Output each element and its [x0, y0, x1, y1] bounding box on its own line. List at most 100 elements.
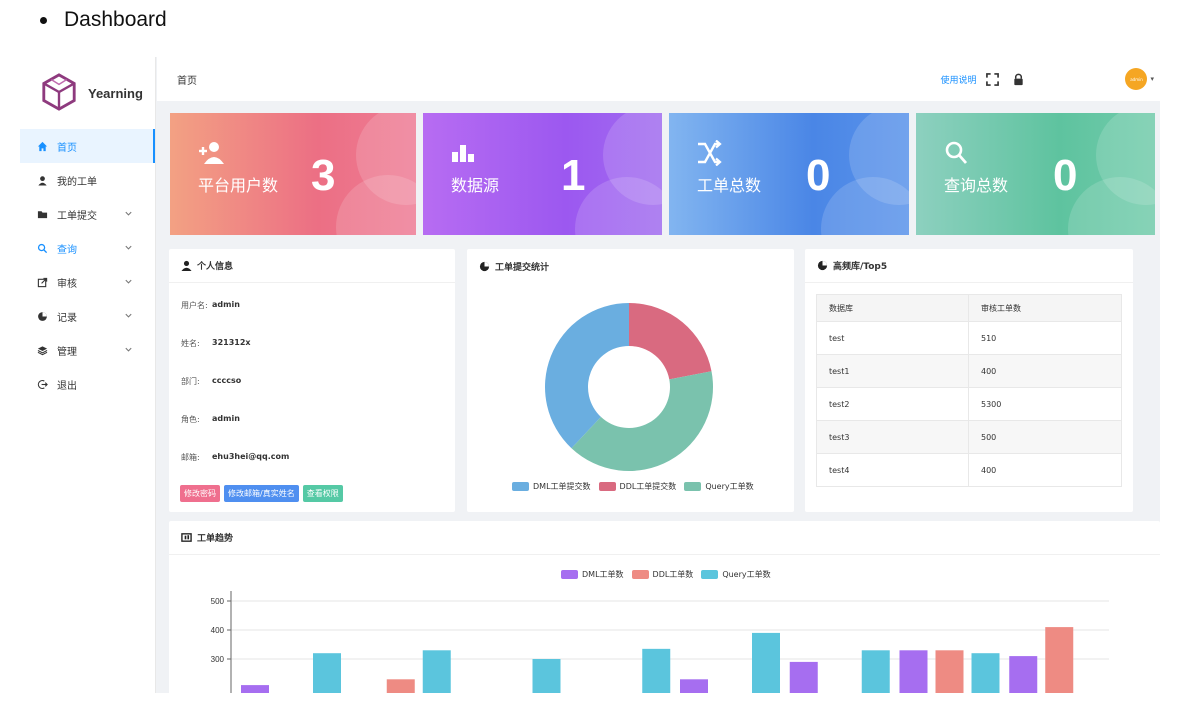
- stat-label: 工单总数: [697, 176, 762, 195]
- chevron-down-icon: [125, 279, 132, 284]
- chevron-down-icon: [125, 347, 132, 352]
- pie-icon: [817, 260, 828, 271]
- sidebar-item-manage[interactable]: 管理: [20, 333, 155, 367]
- folder-icon: [36, 208, 49, 221]
- legend-item-ddl[interactable]: DDL工单提交数: [598, 481, 677, 492]
- column-header[interactable]: 数据库: [816, 294, 969, 322]
- table-row[interactable]: test 510: [816, 321, 1122, 355]
- sidebar-item-records[interactable]: 记录: [20, 299, 155, 333]
- row-value: admin: [212, 414, 240, 423]
- donut-slice-query: [571, 371, 713, 471]
- sidebar-item-audit[interactable]: 审核: [20, 265, 155, 299]
- row-value: 321312x: [212, 338, 251, 347]
- legend-label: DDL工单提交数: [619, 482, 677, 491]
- sidebar-item-home[interactable]: 首页: [20, 129, 155, 163]
- sidebar-menu: 首页 我的工单 工单提交 查询 审核: [20, 129, 155, 401]
- panel-title-text: 工单趋势: [197, 534, 234, 544]
- avatar[interactable]: admin: [1125, 68, 1148, 90]
- top5-panel: 高频库/Top5 数据库 审核工单数 test 510 test1 400 test…: [805, 249, 1133, 512]
- change-password-button[interactable]: 修改密码: [180, 485, 220, 502]
- row-key: 部门:: [181, 377, 200, 386]
- bar-icon: [452, 145, 474, 162]
- legend-label: DML工单数: [582, 570, 624, 579]
- profile-row-role: 角色: admin: [181, 414, 240, 425]
- document-heading: Dashboard: [40, 8, 167, 32]
- row-value: admin: [212, 300, 240, 309]
- table-cell: test2: [816, 387, 969, 421]
- shuffle-icon: [698, 140, 722, 166]
- help-link[interactable]: 使用说明: [940, 75, 977, 86]
- lock-icon[interactable]: [1012, 73, 1025, 86]
- panel-title: 个人信息: [169, 249, 455, 283]
- y-tick-label: 400: [211, 626, 225, 635]
- row-key: 用户名:: [181, 301, 208, 310]
- panel-title-text: 个人信息: [197, 262, 234, 272]
- table-cell: 5300: [968, 387, 1122, 421]
- table-row[interactable]: test4 400: [816, 453, 1122, 487]
- pie-icon: [36, 310, 49, 323]
- sidebar-item-label: 管理: [57, 346, 77, 358]
- column-header[interactable]: 审核工单数: [968, 294, 1122, 322]
- legend-item-query[interactable]: Query工单数: [684, 481, 754, 492]
- sidebar-item-query[interactable]: 查询: [20, 231, 155, 265]
- legend-item-ddl[interactable]: DDL工单数: [631, 569, 693, 580]
- stat-label: 平台用户数: [198, 176, 279, 195]
- search-icon: [945, 141, 968, 164]
- view-permissions-button[interactable]: 查看权限: [302, 485, 343, 502]
- panel-title: 工单提交统计: [467, 249, 794, 283]
- sidebar-item-label: 工单提交: [57, 210, 97, 222]
- row-value: ccccso: [212, 376, 242, 385]
- user-icon: [36, 174, 49, 187]
- logo[interactable]: Yearning: [20, 57, 155, 127]
- y-tick-label: 300: [211, 655, 225, 664]
- breadcrumb[interactable]: 首页: [177, 75, 197, 87]
- sidebar-item-label: 查询: [57, 244, 77, 256]
- user-icon: [181, 260, 192, 271]
- panel-title-text: 高频库/Top5: [833, 262, 888, 272]
- bar-query: [752, 632, 780, 693]
- sidebar-item-submit[interactable]: 工单提交: [20, 197, 155, 231]
- table-cell: 510: [968, 321, 1122, 355]
- table-cell: 500: [968, 420, 1122, 454]
- bar-query: [422, 650, 451, 693]
- legend-item-dml[interactable]: DML工单数: [561, 569, 624, 580]
- home-icon: [36, 140, 49, 153]
- legend-item-query[interactable]: Query工单数: [701, 569, 771, 580]
- yearning-app: Yearning 首页 我的工单 工单提交 查询: [20, 57, 1160, 693]
- legend-item-dml[interactable]: DML工单提交数: [512, 481, 591, 492]
- table-row[interactable]: test3 500: [816, 420, 1122, 454]
- table-cell: test1: [816, 354, 969, 388]
- caret-down-icon[interactable]: ▾: [1150, 75, 1154, 83]
- table-row[interactable]: test1 400: [816, 354, 1122, 388]
- top-header: 首页 使用说明 admin ▾: [157, 57, 1160, 101]
- sidebar: Yearning 首页 我的工单 工单提交 查询: [20, 57, 156, 693]
- app-name: Yearning: [88, 85, 143, 101]
- trend-legend: DML工单数 DDL工单数 Query工单数: [561, 569, 779, 580]
- bar-query: [642, 648, 671, 693]
- panel-title: 高频库/Top5: [805, 249, 1133, 283]
- fullscreen-icon[interactable]: [986, 72, 1000, 86]
- add-user-icon: [199, 142, 224, 164]
- table-cell: test: [816, 321, 969, 355]
- logout-icon: [36, 378, 49, 391]
- sidebar-item-label: 首页: [57, 142, 77, 154]
- table-header-row: 数据库 审核工单数: [816, 294, 1122, 322]
- profile-row-username: 用户名: admin: [181, 300, 240, 311]
- sidebar-item-label: 退出: [57, 380, 77, 392]
- header-actions: 使用说明 admin ▾: [940, 57, 1154, 101]
- stat-label: 查询总数: [944, 176, 1009, 195]
- change-email-button[interactable]: 修改邮箱/真实姓名: [224, 485, 299, 502]
- stat-value: 0: [806, 151, 831, 200]
- table-cell: test4: [816, 453, 969, 487]
- stat-value: 0: [1053, 151, 1078, 200]
- panel-title: 工单趋势: [169, 521, 1160, 555]
- sidebar-item-my-orders[interactable]: 我的工单: [20, 163, 155, 197]
- sidebar-item-logout[interactable]: 退出: [20, 367, 155, 401]
- bar-ddl: [935, 650, 964, 693]
- donut-slice-ddl: [629, 303, 712, 380]
- table-row[interactable]: test2 5300: [816, 387, 1122, 421]
- sidebar-item-label: 审核: [57, 278, 77, 290]
- chart-icon: [181, 533, 192, 542]
- bar-query: [971, 653, 1000, 693]
- profile-row-name: 姓名: 321312x: [181, 338, 251, 349]
